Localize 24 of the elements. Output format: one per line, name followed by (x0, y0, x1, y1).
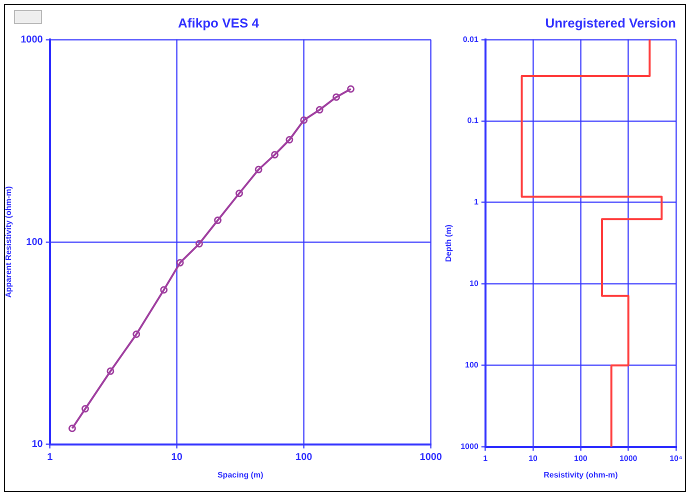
y-axis-title: Apparent Resistivity (ohm-m) (4, 186, 14, 298)
x-tick-label: 10 (171, 452, 183, 464)
x-tick-label: 1000 (420, 452, 442, 464)
x-tick-label: 100 (296, 452, 313, 464)
y-tick-label: 10 (469, 279, 479, 288)
y-tick-label: 1000 (20, 34, 44, 46)
y-axis-title: Depth (m) (444, 224, 454, 262)
x-tick-label: 1 (483, 454, 488, 463)
chart-title: Unregistered Version (545, 15, 676, 30)
x-tick-label: 10⁴ (670, 454, 682, 463)
y-tick-label: 100 (26, 236, 44, 248)
x-tick-label: 10 (528, 454, 538, 463)
y-tick-label: 1000 (460, 442, 479, 452)
y-tick-label: 1 (474, 198, 479, 207)
y-tick-label: 0.1 (467, 116, 479, 126)
x-tick-label: 1000 (619, 454, 638, 463)
x-axis-title: Resistivity (ohm-m) (544, 470, 618, 480)
y-tick-label: 0.01 (462, 34, 479, 44)
y-tick-label: 10 (32, 439, 44, 450)
x-tick-label: 1 (47, 452, 54, 464)
x-tick-label: 100 (574, 454, 588, 463)
y-tick-label: 100 (465, 360, 479, 370)
x-axis-title: Spacing (m) (217, 470, 264, 480)
chart-title: Afikpo VES 4 (178, 15, 260, 30)
